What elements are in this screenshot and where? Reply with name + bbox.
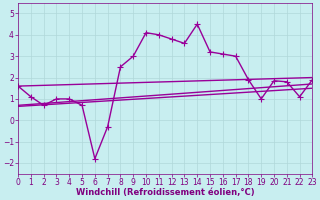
X-axis label: Windchill (Refroidissement éolien,°C): Windchill (Refroidissement éolien,°C): [76, 188, 254, 197]
